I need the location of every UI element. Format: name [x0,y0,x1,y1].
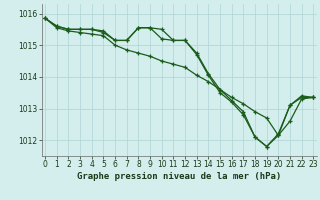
X-axis label: Graphe pression niveau de la mer (hPa): Graphe pression niveau de la mer (hPa) [77,172,281,181]
